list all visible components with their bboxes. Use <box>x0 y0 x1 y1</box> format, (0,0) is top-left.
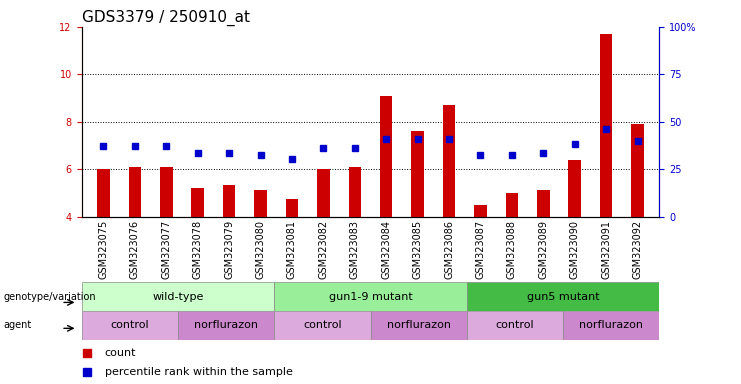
Bar <box>411 131 424 217</box>
Text: GSM323092: GSM323092 <box>633 220 642 279</box>
Text: control: control <box>496 320 534 331</box>
Bar <box>568 160 581 217</box>
Bar <box>467 282 659 311</box>
Bar <box>467 311 563 340</box>
Text: GSM323086: GSM323086 <box>444 220 454 279</box>
Text: wild-type: wild-type <box>152 291 204 302</box>
Text: GSM323084: GSM323084 <box>381 220 391 279</box>
Bar <box>82 282 274 311</box>
Bar <box>274 311 370 340</box>
Bar <box>443 105 455 217</box>
Bar <box>370 311 467 340</box>
Text: GSM323088: GSM323088 <box>507 220 517 279</box>
Bar <box>348 167 361 217</box>
Text: norflurazon: norflurazon <box>387 320 451 331</box>
Text: control: control <box>303 320 342 331</box>
Text: count: count <box>104 348 136 358</box>
Text: GSM323090: GSM323090 <box>570 220 579 279</box>
Text: GDS3379 / 250910_at: GDS3379 / 250910_at <box>82 9 250 25</box>
Bar <box>178 311 274 340</box>
Bar <box>317 169 330 217</box>
Bar <box>223 185 236 217</box>
Bar <box>563 311 659 340</box>
Text: GSM323083: GSM323083 <box>350 220 360 279</box>
Bar <box>97 169 110 217</box>
Text: GSM323075: GSM323075 <box>99 220 108 280</box>
Text: percentile rank within the sample: percentile rank within the sample <box>104 366 293 377</box>
Text: GSM323082: GSM323082 <box>319 220 328 279</box>
Bar <box>380 96 393 217</box>
Text: gun1-9 mutant: gun1-9 mutant <box>328 291 413 302</box>
Text: GSM323081: GSM323081 <box>287 220 297 279</box>
Text: GSM323079: GSM323079 <box>224 220 234 279</box>
Text: gun5 mutant: gun5 mutant <box>527 291 599 302</box>
Text: GSM323091: GSM323091 <box>601 220 611 279</box>
Bar <box>631 124 644 217</box>
Bar <box>82 311 178 340</box>
Text: norflurazon: norflurazon <box>194 320 258 331</box>
Text: GSM323089: GSM323089 <box>538 220 548 279</box>
Text: GSM323085: GSM323085 <box>413 220 422 279</box>
Text: GSM323077: GSM323077 <box>162 220 171 280</box>
Text: agent: agent <box>4 320 32 331</box>
Text: GSM323087: GSM323087 <box>476 220 485 279</box>
Bar <box>129 167 142 217</box>
Bar <box>474 205 487 217</box>
Bar <box>191 189 204 217</box>
Bar <box>505 193 518 217</box>
Bar <box>160 167 173 217</box>
Bar <box>537 190 550 217</box>
Text: GSM323076: GSM323076 <box>130 220 140 279</box>
Text: genotype/variation: genotype/variation <box>4 291 96 302</box>
Text: control: control <box>110 320 149 331</box>
Bar <box>274 282 467 311</box>
Text: GSM323080: GSM323080 <box>256 220 265 279</box>
Bar <box>286 199 299 217</box>
Bar <box>599 34 612 217</box>
Text: norflurazon: norflurazon <box>579 320 643 331</box>
Text: GSM323078: GSM323078 <box>193 220 203 279</box>
Bar <box>254 190 267 217</box>
